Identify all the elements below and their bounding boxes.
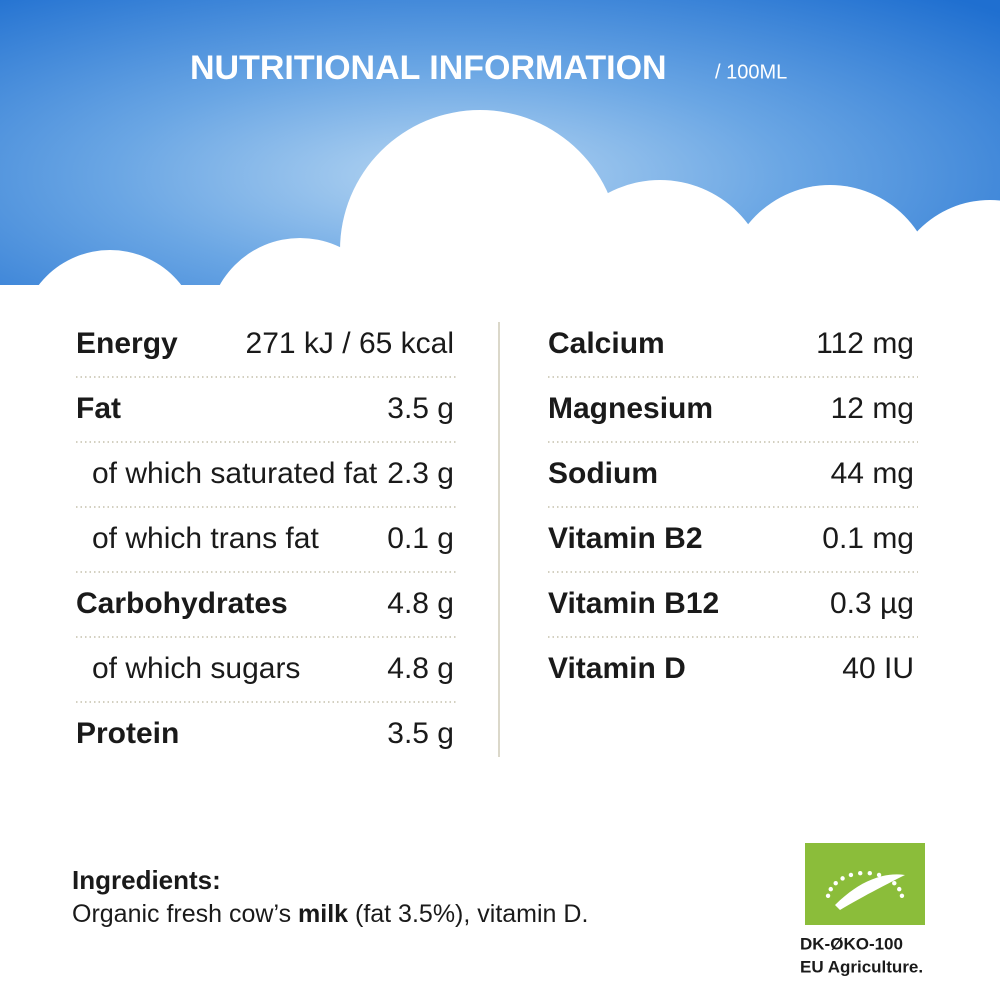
row-name: Sodium bbox=[548, 457, 658, 490]
text: (fat 3.5%), vitamin D. bbox=[348, 900, 588, 928]
star bbox=[848, 872, 854, 878]
star bbox=[833, 881, 838, 886]
row-value: 0.3 µg bbox=[830, 587, 914, 620]
row-name: Carbohydrates bbox=[76, 587, 288, 620]
text: Organic fresh cow’s bbox=[72, 900, 298, 928]
ingredients-text: Organic fresh cow’s milk (fat 3.5%), vit… bbox=[72, 900, 588, 928]
row-value: 112 mg bbox=[816, 327, 914, 360]
ingredients-label: Ingredients: bbox=[72, 865, 221, 895]
star bbox=[867, 871, 872, 876]
cert-origin: EU Agriculture. bbox=[800, 957, 923, 976]
row-value: 2.3 g bbox=[387, 457, 454, 490]
row-value: 0.1 mg bbox=[822, 522, 914, 555]
row-value: 40 IU bbox=[842, 652, 914, 685]
star bbox=[825, 893, 831, 898]
unit: / 100ML bbox=[715, 61, 787, 83]
star bbox=[840, 876, 845, 881]
row-value: 271 kJ / 65 kcal bbox=[246, 327, 454, 360]
row-value: 12 mg bbox=[831, 392, 914, 425]
star bbox=[899, 893, 905, 898]
row-value: 3.5 g bbox=[387, 717, 454, 750]
row-value: 0.1 g bbox=[387, 522, 454, 555]
title: NUTRITIONAL INFORMATION bbox=[190, 49, 667, 87]
row-name: Energy bbox=[76, 327, 178, 360]
cert-code: DK-ØKO-100 bbox=[800, 934, 903, 953]
row-name: Vitamin B12 bbox=[548, 587, 719, 620]
row-value: 44 mg bbox=[831, 457, 914, 490]
star bbox=[876, 872, 882, 878]
row-name: Fat bbox=[76, 392, 121, 425]
star bbox=[828, 886, 833, 892]
star bbox=[858, 871, 863, 876]
star bbox=[892, 881, 897, 886]
row-name: Magnesium bbox=[548, 392, 713, 425]
star bbox=[897, 886, 902, 892]
row-value: 3.5 g bbox=[387, 392, 454, 425]
eu-organic-logo bbox=[805, 843, 925, 925]
row-name: of which sugars bbox=[92, 652, 300, 685]
row-name: Vitamin B2 bbox=[548, 522, 703, 555]
row-name: of which saturated fat bbox=[92, 457, 378, 490]
cloud bbox=[0, 110, 1000, 430]
row-name: Protein bbox=[76, 717, 179, 750]
row-name: Vitamin D bbox=[548, 652, 686, 685]
highlight: milk bbox=[298, 900, 348, 928]
row-value: 4.8 g bbox=[387, 652, 454, 685]
row-name: of which trans fat bbox=[92, 522, 319, 555]
row-value: 4.8 g bbox=[387, 587, 454, 620]
tables: Energy 271 kJ / 65 kcal Fat 3.5 g of which s… bbox=[76, 327, 918, 750]
row-name: Calcium bbox=[548, 327, 665, 360]
